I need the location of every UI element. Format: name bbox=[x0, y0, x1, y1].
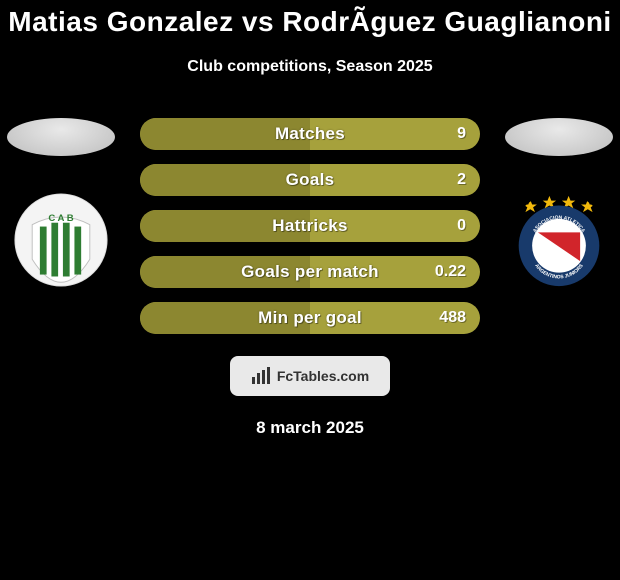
player-left-photo-placeholder bbox=[7, 118, 115, 156]
stat-label: Min per goal bbox=[140, 308, 480, 328]
stat-bar-matches: Matches 9 bbox=[140, 118, 480, 150]
player-right-column: ASOCIACION ATLETICA ARGENTINOS JUNIORS bbox=[504, 118, 614, 288]
stat-value: 2 bbox=[457, 171, 466, 189]
bar-chart-icon bbox=[251, 367, 271, 385]
brand-box: FcTables.com bbox=[230, 356, 390, 396]
svg-text:C A B: C A B bbox=[48, 213, 73, 224]
stat-label: Matches bbox=[140, 124, 480, 144]
stat-bar-goals-per-match: Goals per match 0.22 bbox=[140, 256, 480, 288]
stat-value: 0 bbox=[457, 217, 466, 235]
stat-bar-min-per-goal: Min per goal 488 bbox=[140, 302, 480, 334]
date-text: 8 march 2025 bbox=[0, 418, 620, 438]
stat-label: Goals per match bbox=[140, 262, 480, 282]
stat-value: 9 bbox=[457, 125, 466, 143]
stat-label: Goals bbox=[140, 170, 480, 190]
stat-value: 0.22 bbox=[435, 263, 466, 281]
club-crest-right: ASOCIACION ATLETICA ARGENTINOS JUNIORS bbox=[511, 192, 607, 288]
page-title: Matias Gonzalez vs RodrÃ­guez Guaglianon… bbox=[0, 0, 620, 38]
stat-label: Hattricks bbox=[140, 216, 480, 236]
stat-bar-hattricks: Hattricks 0 bbox=[140, 210, 480, 242]
subtitle: Club competitions, Season 2025 bbox=[0, 58, 620, 76]
club-crest-left: C A B bbox=[13, 192, 109, 288]
player-left-column: C A B bbox=[6, 118, 116, 288]
player-right-photo-placeholder bbox=[505, 118, 613, 156]
stats-container: Matches 9 Goals 2 Hattricks 0 Goals per … bbox=[140, 118, 480, 334]
stat-bar-goals: Goals 2 bbox=[140, 164, 480, 196]
stat-value: 488 bbox=[439, 309, 466, 327]
argentinos-crest-icon: ASOCIACION ATLETICA ARGENTINOS JUNIORS bbox=[511, 192, 607, 288]
banfield-crest-icon: C A B bbox=[13, 192, 109, 288]
brand-text: FcTables.com bbox=[277, 368, 369, 384]
